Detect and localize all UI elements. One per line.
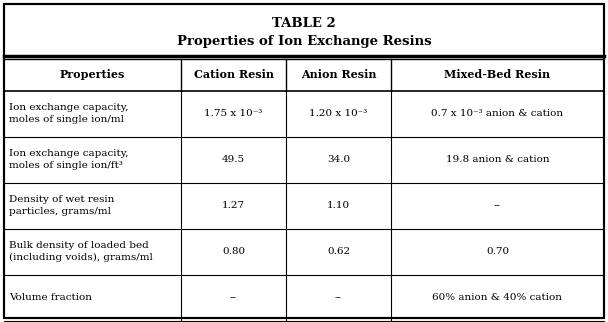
Text: 34.0: 34.0 [327, 155, 350, 164]
Text: Ion exchange capacity,
moles of single ion/ml: Ion exchange capacity, moles of single i… [9, 103, 128, 124]
Text: Anion Resin: Anion Resin [301, 69, 376, 80]
Text: Mixed-Bed Resin: Mixed-Bed Resin [444, 69, 551, 80]
Text: --: -- [335, 293, 342, 302]
Text: Volume fraction: Volume fraction [9, 293, 92, 302]
Text: Bulk density of loaded bed
(including voids), grams/ml: Bulk density of loaded bed (including vo… [9, 241, 153, 262]
Text: Properties of Ion Exchange Resins: Properties of Ion Exchange Resins [177, 35, 431, 48]
Text: 60% anion & 40% cation: 60% anion & 40% cation [432, 293, 562, 302]
Text: 0.7 x 10⁻³ anion & cation: 0.7 x 10⁻³ anion & cation [432, 109, 564, 118]
Text: 1.27: 1.27 [222, 201, 245, 210]
Text: 0.62: 0.62 [327, 247, 350, 256]
Text: Ion exchange capacity,
moles of single ion/ft³: Ion exchange capacity, moles of single i… [9, 149, 128, 170]
Text: TABLE 2: TABLE 2 [272, 17, 336, 30]
Text: 1.20 x 10⁻³: 1.20 x 10⁻³ [309, 109, 368, 118]
Text: Properties: Properties [60, 69, 125, 80]
Text: Cation Resin: Cation Resin [193, 69, 274, 80]
Text: Density of wet resin
particles, grams/ml: Density of wet resin particles, grams/ml [9, 195, 114, 216]
Text: 1.75 x 10⁻³: 1.75 x 10⁻³ [204, 109, 263, 118]
Text: --: -- [230, 293, 237, 302]
Text: 49.5: 49.5 [222, 155, 245, 164]
Text: 0.80: 0.80 [222, 247, 245, 256]
Text: --: -- [494, 201, 501, 210]
Text: 1.10: 1.10 [327, 201, 350, 210]
Text: 0.70: 0.70 [486, 247, 509, 256]
Text: 19.8 anion & cation: 19.8 anion & cation [446, 155, 549, 164]
